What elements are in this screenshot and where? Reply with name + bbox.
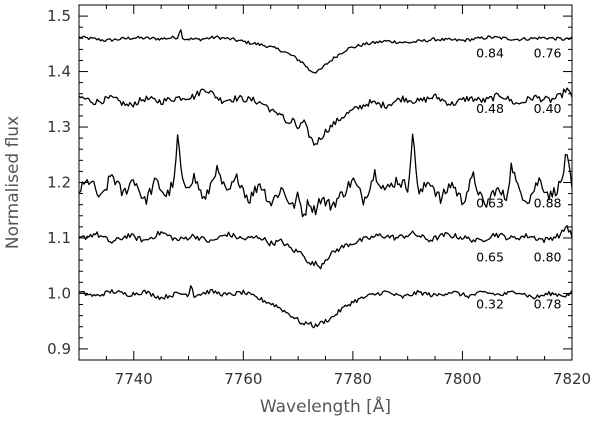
spectrum-line-5 bbox=[78, 285, 573, 329]
y-tick-label: 0.9 bbox=[47, 340, 71, 358]
spectrum-5-annotation-1: 0.32 bbox=[476, 296, 504, 311]
y-tick-label: 1.3 bbox=[47, 118, 71, 136]
y-tick-label: 1.5 bbox=[47, 7, 71, 25]
x-tick-label: 7780 bbox=[334, 370, 372, 388]
y-tick-label: 1.4 bbox=[47, 63, 71, 81]
spectrum-4-annotation-1: 0.65 bbox=[476, 249, 504, 264]
y-tick-label: 1.0 bbox=[47, 284, 71, 302]
y-axis-label: Normalised flux bbox=[3, 116, 23, 249]
spectrum-3-annotation-2: 0.88 bbox=[534, 195, 562, 210]
y-tick-label: 1.1 bbox=[47, 229, 71, 247]
x-tick-label: 7820 bbox=[553, 370, 591, 388]
x-tick-label: 7800 bbox=[443, 370, 481, 388]
spectrum-2-annotation-1: 0.48 bbox=[476, 101, 504, 116]
spectrum-4-annotation-2: 0.80 bbox=[534, 249, 562, 264]
spectrum-1-annotation-2: 0.76 bbox=[534, 46, 562, 61]
x-tick-label: 7740 bbox=[115, 370, 153, 388]
y-tick-label: 1.2 bbox=[47, 174, 71, 192]
spectrum-3-annotation-1: 0.63 bbox=[476, 195, 504, 210]
spectrum-2-annotation-2: 0.40 bbox=[534, 101, 562, 116]
spectrum-line-4 bbox=[78, 225, 573, 270]
spectrum-line-2 bbox=[78, 87, 573, 146]
spectrum-1-annotation-1: 0.84 bbox=[476, 46, 504, 61]
x-tick-label: 7760 bbox=[224, 370, 262, 388]
spectrum-5-annotation-2: 0.78 bbox=[534, 296, 562, 311]
spectrum-line-1 bbox=[78, 29, 573, 74]
spectrum-line-3 bbox=[78, 133, 573, 218]
x-axis-label: Wavelength [Å] bbox=[260, 395, 391, 417]
